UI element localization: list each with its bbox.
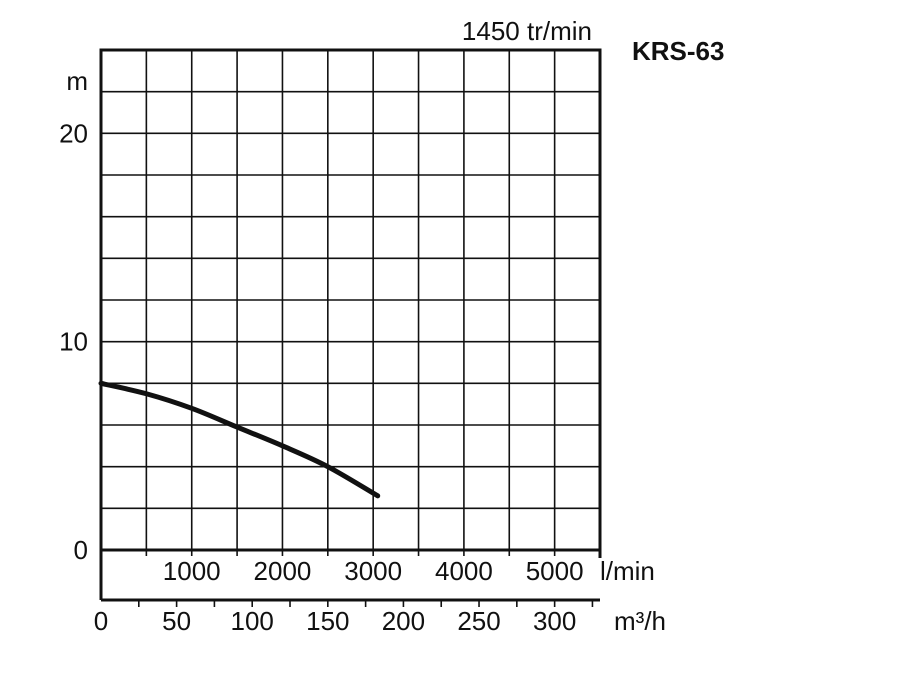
performance-curve <box>98 380 381 499</box>
x-secondary-unit: m³/h <box>614 606 666 636</box>
x-primary-tick-label: 5000 <box>526 556 584 586</box>
x-secondary-tick-label: 0 <box>94 606 108 636</box>
x-primary-unit: l/min <box>600 556 655 586</box>
x-primary-tick-label: 1000 <box>163 556 221 586</box>
x-primary-tick-label: 4000 <box>435 556 493 586</box>
x-primary-tick-label: 3000 <box>344 556 402 586</box>
x-secondary-tick-label: 300 <box>533 606 576 636</box>
chart-grid <box>101 50 600 550</box>
speed-label: 1450 tr/min <box>462 16 592 46</box>
chart-frame <box>99 48 602 607</box>
y-tick-label: 20 <box>59 118 88 148</box>
chart-title: KRS-63 <box>632 36 724 66</box>
y-tick-label: 0 <box>74 535 88 565</box>
x-secondary-tick-label: 250 <box>457 606 500 636</box>
x-secondary-tick-label: 200 <box>382 606 425 636</box>
tick-labels: 0 10 20 1000 2000 3000 4000 5000 0 50 100 150 200 250… <box>59 118 583 636</box>
x-secondary-tick-label: 100 <box>231 606 274 636</box>
y-axis-unit: m <box>66 66 88 96</box>
y-tick-label: 10 <box>59 327 88 357</box>
x-primary-tick-label: 2000 <box>254 556 312 586</box>
x-secondary-tick-label: 150 <box>306 606 349 636</box>
x-secondary-tick-label: 50 <box>162 606 191 636</box>
plot-frame <box>99 48 602 552</box>
head-flow-curve <box>98 380 381 499</box>
